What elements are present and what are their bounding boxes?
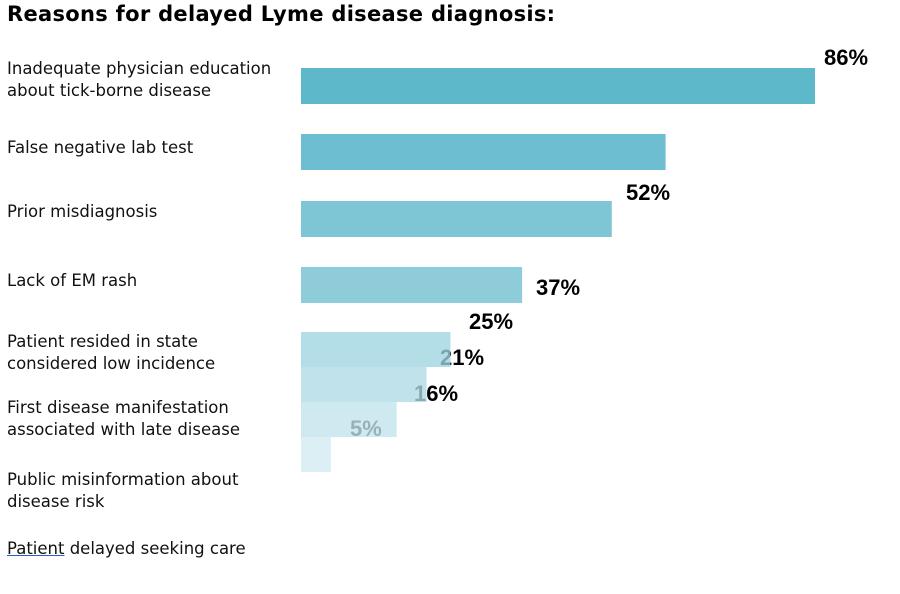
value-label: 52% — [626, 180, 670, 205]
bar — [301, 68, 815, 104]
category-label-lack-em-rash: Lack of EM rash — [7, 271, 138, 290]
bar — [301, 332, 451, 367]
category-label-first-manifestation: First disease manifestation associated w… — [7, 398, 240, 439]
value-label: 37% — [536, 275, 580, 300]
bar — [301, 367, 427, 402]
bar — [301, 402, 397, 437]
chart-title: Reasons for delayed Lyme disease diagnos… — [7, 2, 556, 26]
value-label: 86% — [824, 45, 868, 70]
bar — [301, 437, 331, 472]
bar — [301, 201, 612, 237]
bar — [301, 134, 666, 170]
category-label-delayed-care: Patient delayed seeking care — [7, 538, 246, 560]
category-label-false-negative: False negative lab test — [7, 138, 194, 157]
value-label: 25% — [469, 309, 513, 334]
category-label-physician-education: Inadequate physician education about tic… — [7, 59, 272, 100]
category-label-public-misinformation: Public misinformation about disease risk — [7, 470, 239, 511]
category-label-low-incidence-state: Patient resided in state considered low … — [7, 332, 216, 373]
category-label-rest: delayed seeking care — [64, 539, 246, 558]
bar — [301, 267, 523, 303]
category-label-prior-misdiagnosis: Prior misdiagnosis — [7, 202, 158, 221]
spellcheck-underlined-word: Patient — [7, 539, 65, 558]
